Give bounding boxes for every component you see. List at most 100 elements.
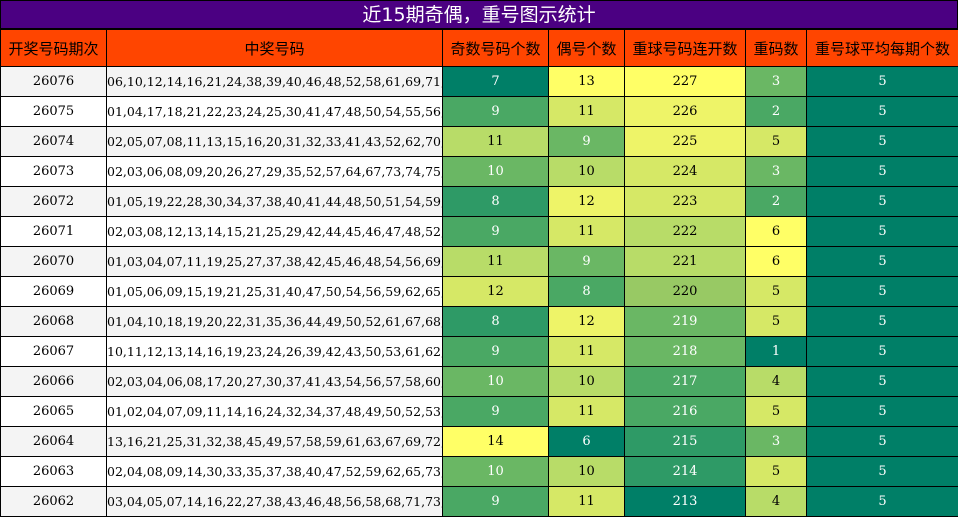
cell-repeat: 5 xyxy=(745,396,807,427)
cell-numbers: 02,03,08,12,13,14,15,21,25,29,42,44,45,4… xyxy=(106,216,443,247)
cell-repeat: 4 xyxy=(745,366,807,397)
cell-odd: 11 xyxy=(442,126,549,157)
cell-consec: 221 xyxy=(624,246,746,277)
cell-numbers: 01,04,17,18,21,22,23,24,25,30,41,47,48,5… xyxy=(106,96,443,127)
cell-odd: 9 xyxy=(442,336,549,367)
cell-odd: 11 xyxy=(442,246,549,277)
cell-repeat: 5 xyxy=(745,456,807,487)
cell-repeat: 5 xyxy=(745,126,807,157)
cell-avg: 5 xyxy=(806,96,958,127)
cell-period: 26072 xyxy=(0,186,107,217)
cell-numbers: 02,03,06,08,09,20,26,27,29,35,52,57,64,6… xyxy=(106,156,443,187)
header-consec: 重球号码连开数 xyxy=(624,29,746,67)
stats-table: 开奖号码期次 中奖号码 奇数号码个数 偶号个数 重球号码连开数 重码数 重号球平… xyxy=(0,29,958,517)
cell-period: 26065 xyxy=(0,396,107,427)
cell-avg: 5 xyxy=(806,216,958,247)
cell-odd: 10 xyxy=(442,156,549,187)
cell-even: 13 xyxy=(548,66,625,97)
cell-odd: 10 xyxy=(442,456,549,487)
cell-consec: 222 xyxy=(624,216,746,247)
cell-period: 26070 xyxy=(0,246,107,277)
header-row: 开奖号码期次 中奖号码 奇数号码个数 偶号个数 重球号码连开数 重码数 重号球平… xyxy=(0,29,958,67)
cell-consec: 224 xyxy=(624,156,746,187)
table-row: 26065 01,02,04,07,09,11,14,16,24,32,34,37… xyxy=(0,396,958,427)
cell-numbers: 06,10,12,14,16,21,24,38,39,40,46,48,52,5… xyxy=(106,66,443,97)
table-row: 26075 01,04,17,18,21,22,23,24,25,30,41,47… xyxy=(0,96,958,127)
cell-odd: 8 xyxy=(442,186,549,217)
table-row: 26072 01,05,19,22,28,30,34,37,38,40,41,44… xyxy=(0,186,958,217)
table-row: 26063 02,04,08,09,14,30,33,35,37,38,40,47… xyxy=(0,456,958,487)
cell-even: 10 xyxy=(548,456,625,487)
cell-period: 26073 xyxy=(0,156,107,187)
cell-consec: 214 xyxy=(624,456,746,487)
cell-even: 10 xyxy=(548,366,625,397)
cell-repeat: 6 xyxy=(745,246,807,277)
table-row: 26062 03,04,05,07,14,16,22,27,38,43,46,48… xyxy=(0,486,958,517)
cell-odd: 7 xyxy=(442,66,549,97)
cell-period: 26064 xyxy=(0,426,107,457)
table-row: 26073 02,03,06,08,09,20,26,27,29,35,52,57… xyxy=(0,156,958,187)
cell-numbers: 01,03,04,07,11,19,25,27,37,38,42,45,46,4… xyxy=(106,246,443,277)
table-row: 26068 01,04,10,18,19,20,22,31,35,36,44,49… xyxy=(0,306,958,337)
cell-numbers: 01,02,04,07,09,11,14,16,24,32,34,37,48,4… xyxy=(106,396,443,427)
cell-avg: 5 xyxy=(806,426,958,457)
cell-repeat: 1 xyxy=(745,336,807,367)
cell-numbers: 01,05,19,22,28,30,34,37,38,40,41,44,48,5… xyxy=(106,186,443,217)
table-row: 26069 01,05,06,09,15,19,21,25,31,40,47,50… xyxy=(0,276,958,307)
cell-avg: 5 xyxy=(806,246,958,277)
cell-numbers: 02,04,08,09,14,30,33,35,37,38,40,47,52,5… xyxy=(106,456,443,487)
cell-odd: 9 xyxy=(442,396,549,427)
cell-period: 26069 xyxy=(0,276,107,307)
table-row: 26067 10,11,12,13,14,16,19,23,24,26,39,42… xyxy=(0,336,958,367)
cell-period: 26071 xyxy=(0,216,107,247)
cell-consec: 217 xyxy=(624,366,746,397)
cell-avg: 5 xyxy=(806,66,958,97)
header-odd: 奇数号码个数 xyxy=(442,29,549,67)
cell-even: 11 xyxy=(548,486,625,517)
cell-repeat: 5 xyxy=(745,276,807,307)
cell-consec: 219 xyxy=(624,306,746,337)
cell-even: 11 xyxy=(548,216,625,247)
cell-consec: 227 xyxy=(624,66,746,97)
cell-consec: 218 xyxy=(624,336,746,367)
cell-avg: 5 xyxy=(806,276,958,307)
cell-even: 8 xyxy=(548,276,625,307)
cell-even: 9 xyxy=(548,126,625,157)
cell-repeat: 2 xyxy=(745,96,807,127)
cell-avg: 5 xyxy=(806,366,958,397)
cell-repeat: 5 xyxy=(745,306,807,337)
cell-consec: 216 xyxy=(624,396,746,427)
header-period: 开奖号码期次 xyxy=(0,29,107,67)
cell-period: 26066 xyxy=(0,366,107,397)
cell-odd: 9 xyxy=(442,96,549,127)
cell-even: 11 xyxy=(548,396,625,427)
table-row: 26076 06,10,12,14,16,21,24,38,39,40,46,48… xyxy=(0,66,958,97)
cell-avg: 5 xyxy=(806,156,958,187)
cell-numbers: 03,04,05,07,14,16,22,27,38,43,46,48,56,5… xyxy=(106,486,443,517)
table-row: 26070 01,03,04,07,11,19,25,27,37,38,42,45… xyxy=(0,246,958,277)
cell-even: 12 xyxy=(548,306,625,337)
cell-odd: 8 xyxy=(442,306,549,337)
cell-period: 26076 xyxy=(0,66,107,97)
cell-even: 10 xyxy=(548,156,625,187)
cell-period: 26067 xyxy=(0,336,107,367)
cell-avg: 5 xyxy=(806,396,958,427)
cell-avg: 5 xyxy=(806,306,958,337)
cell-numbers: 13,16,21,25,31,32,38,45,49,57,58,59,61,6… xyxy=(106,426,443,457)
cell-odd: 12 xyxy=(442,276,549,307)
page-title: 近15期奇偶，重号图示统计 xyxy=(0,0,958,29)
header-numbers: 中奖号码 xyxy=(106,29,443,67)
cell-even: 11 xyxy=(548,336,625,367)
cell-avg: 5 xyxy=(806,486,958,517)
cell-avg: 5 xyxy=(806,336,958,367)
cell-odd: 9 xyxy=(442,216,549,247)
cell-repeat: 3 xyxy=(745,426,807,457)
cell-period: 26075 xyxy=(0,96,107,127)
cell-period: 26068 xyxy=(0,306,107,337)
cell-consec: 215 xyxy=(624,426,746,457)
header-even: 偶号个数 xyxy=(548,29,625,67)
cell-even: 6 xyxy=(548,426,625,457)
cell-consec: 220 xyxy=(624,276,746,307)
table-row: 26074 02,05,07,08,11,13,15,16,20,31,32,33… xyxy=(0,126,958,157)
